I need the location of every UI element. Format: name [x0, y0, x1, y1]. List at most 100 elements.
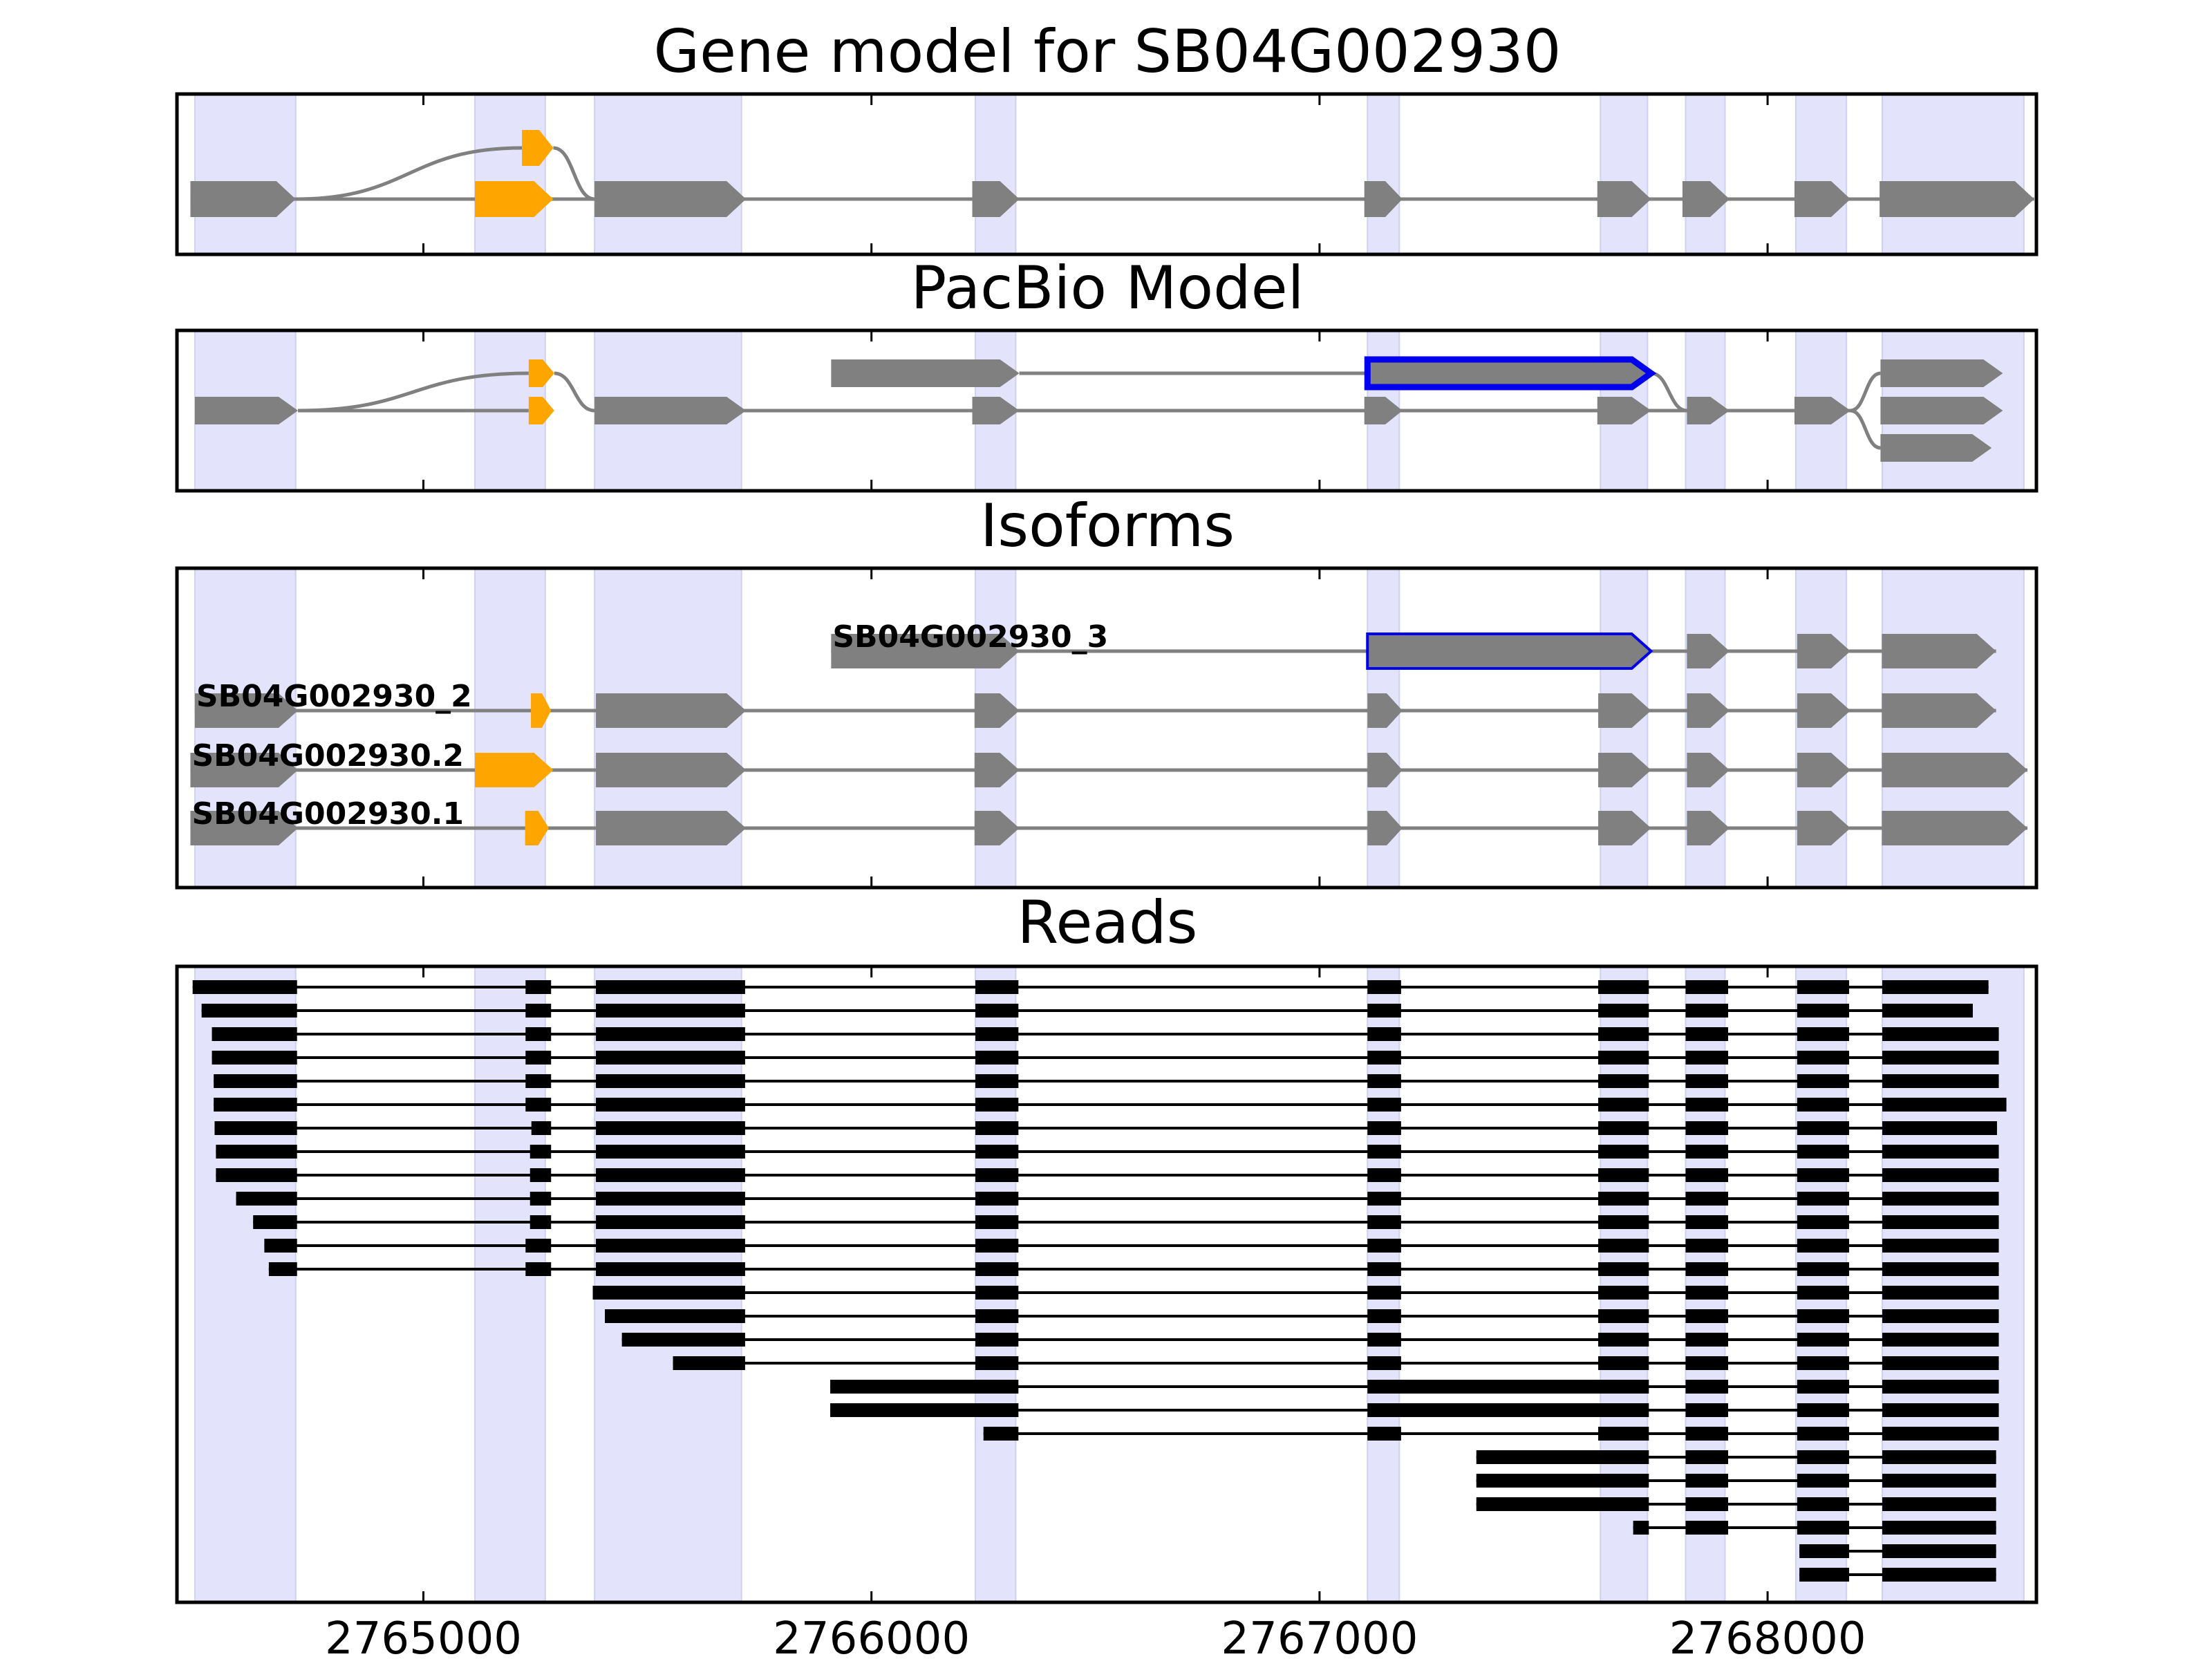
- read-block: [1598, 1121, 1649, 1135]
- exon: [1880, 359, 2003, 387]
- read-block: [596, 1239, 745, 1253]
- read-alignment: [214, 1121, 1997, 1135]
- read-block: [1882, 1286, 1999, 1300]
- read-alignment: [592, 1286, 1999, 1300]
- read-block: [1882, 1121, 1997, 1135]
- read-block: [1797, 1474, 1850, 1488]
- exon: [1687, 811, 1730, 845]
- read-block: [214, 1121, 297, 1135]
- read-block: [1799, 1568, 1850, 1582]
- read-block: [1685, 1051, 1729, 1065]
- x-tick-label: 2765000: [325, 1613, 522, 1659]
- read-block: [1797, 1145, 1850, 1159]
- read-alignment: [1476, 1474, 1996, 1488]
- read-block: [1797, 1450, 1850, 1464]
- read-block: [1685, 1450, 1729, 1464]
- exon: [1598, 753, 1651, 787]
- exon: [190, 811, 299, 845]
- read-block: [975, 1121, 1019, 1135]
- read-alignment: [264, 1239, 1999, 1253]
- highlighted-exon: [1364, 356, 1657, 391]
- read-block: [1797, 1027, 1850, 1041]
- read-block: [264, 1239, 297, 1253]
- read-block: [1685, 1027, 1729, 1041]
- isoform-track: SB04G002930.2: [190, 738, 2028, 787]
- exon: [1598, 811, 1651, 845]
- exon: [1364, 181, 1403, 217]
- read-block: [192, 980, 297, 994]
- read-block: [975, 1098, 1019, 1112]
- read-block: [1685, 1309, 1729, 1323]
- read-block: [1882, 1004, 1973, 1018]
- exon: [1687, 397, 1730, 424]
- read-alignment: [1476, 1497, 1996, 1511]
- utr-exon: [531, 693, 552, 728]
- read-block: [1797, 1262, 1850, 1276]
- exon: [594, 397, 747, 424]
- isoforms-frame: [175, 566, 2038, 890]
- read-block: [1598, 1004, 1649, 1018]
- read-block: [529, 1145, 552, 1159]
- read-block: [975, 1286, 1019, 1300]
- read-block: [1685, 1521, 1729, 1535]
- x-tick-label: 2767000: [1221, 1613, 1418, 1659]
- read-block: [1367, 1192, 1401, 1206]
- exon: [1882, 811, 2028, 845]
- read-block: [596, 980, 745, 994]
- read-block: [1882, 1145, 1999, 1159]
- exon-region-band: [1685, 966, 1726, 1603]
- exon: [596, 693, 747, 728]
- exon: [1880, 397, 2003, 424]
- read-block: [1882, 1450, 1996, 1464]
- read-block: [1685, 1192, 1729, 1206]
- read-block: [1882, 980, 1989, 994]
- read-block: [1685, 1286, 1729, 1300]
- read-alignment: [1476, 1450, 1996, 1464]
- read-block: [1685, 1474, 1729, 1488]
- read-alignment: [673, 1356, 1999, 1370]
- read-alignment: [212, 1027, 1999, 1041]
- read-block: [1685, 1098, 1729, 1112]
- read-block: [1367, 1262, 1401, 1276]
- read-block: [1367, 1427, 1401, 1441]
- exon: [194, 397, 299, 424]
- read-block: [1882, 1568, 1996, 1582]
- read-block: [975, 980, 1019, 994]
- read-block: [1598, 1215, 1649, 1229]
- splice-connector: [1850, 409, 1881, 450]
- exon-region-band: [1882, 93, 2025, 255]
- read-block: [1797, 1215, 1850, 1229]
- read-block: [1797, 1286, 1850, 1300]
- read-block: [1882, 1168, 1999, 1182]
- exon-region-band: [1367, 966, 1400, 1603]
- reads-frame: [175, 964, 2038, 1604]
- read-block: [1882, 1027, 1999, 1041]
- x-tick-label: 2766000: [773, 1613, 970, 1659]
- read-block: [1367, 1403, 1649, 1417]
- read-block: [525, 1027, 552, 1041]
- read-block: [1685, 1168, 1729, 1182]
- read-block: [1476, 1450, 1649, 1464]
- read-block: [1633, 1521, 1649, 1535]
- read-block: [592, 1286, 745, 1300]
- read-block: [1882, 1333, 1999, 1347]
- pacbio-model-frame: [175, 328, 2038, 493]
- read-block: [525, 980, 552, 994]
- read-block: [1367, 1239, 1401, 1253]
- read-block: [1797, 1427, 1850, 1441]
- read-block: [1598, 1333, 1649, 1347]
- read-block: [1685, 1380, 1729, 1394]
- utr-exon: [475, 181, 554, 217]
- exon-region-band: [474, 966, 546, 1603]
- exon-region-band: [194, 93, 297, 255]
- exon: [1687, 693, 1730, 728]
- exon: [972, 181, 1020, 217]
- read-block: [1685, 980, 1729, 994]
- read-block: [975, 1004, 1019, 1018]
- read-block: [1685, 1427, 1729, 1441]
- read-block: [975, 1239, 1019, 1253]
- read-alignment: [201, 1004, 1973, 1018]
- read-block: [1685, 1262, 1729, 1276]
- exon: [1682, 181, 1730, 217]
